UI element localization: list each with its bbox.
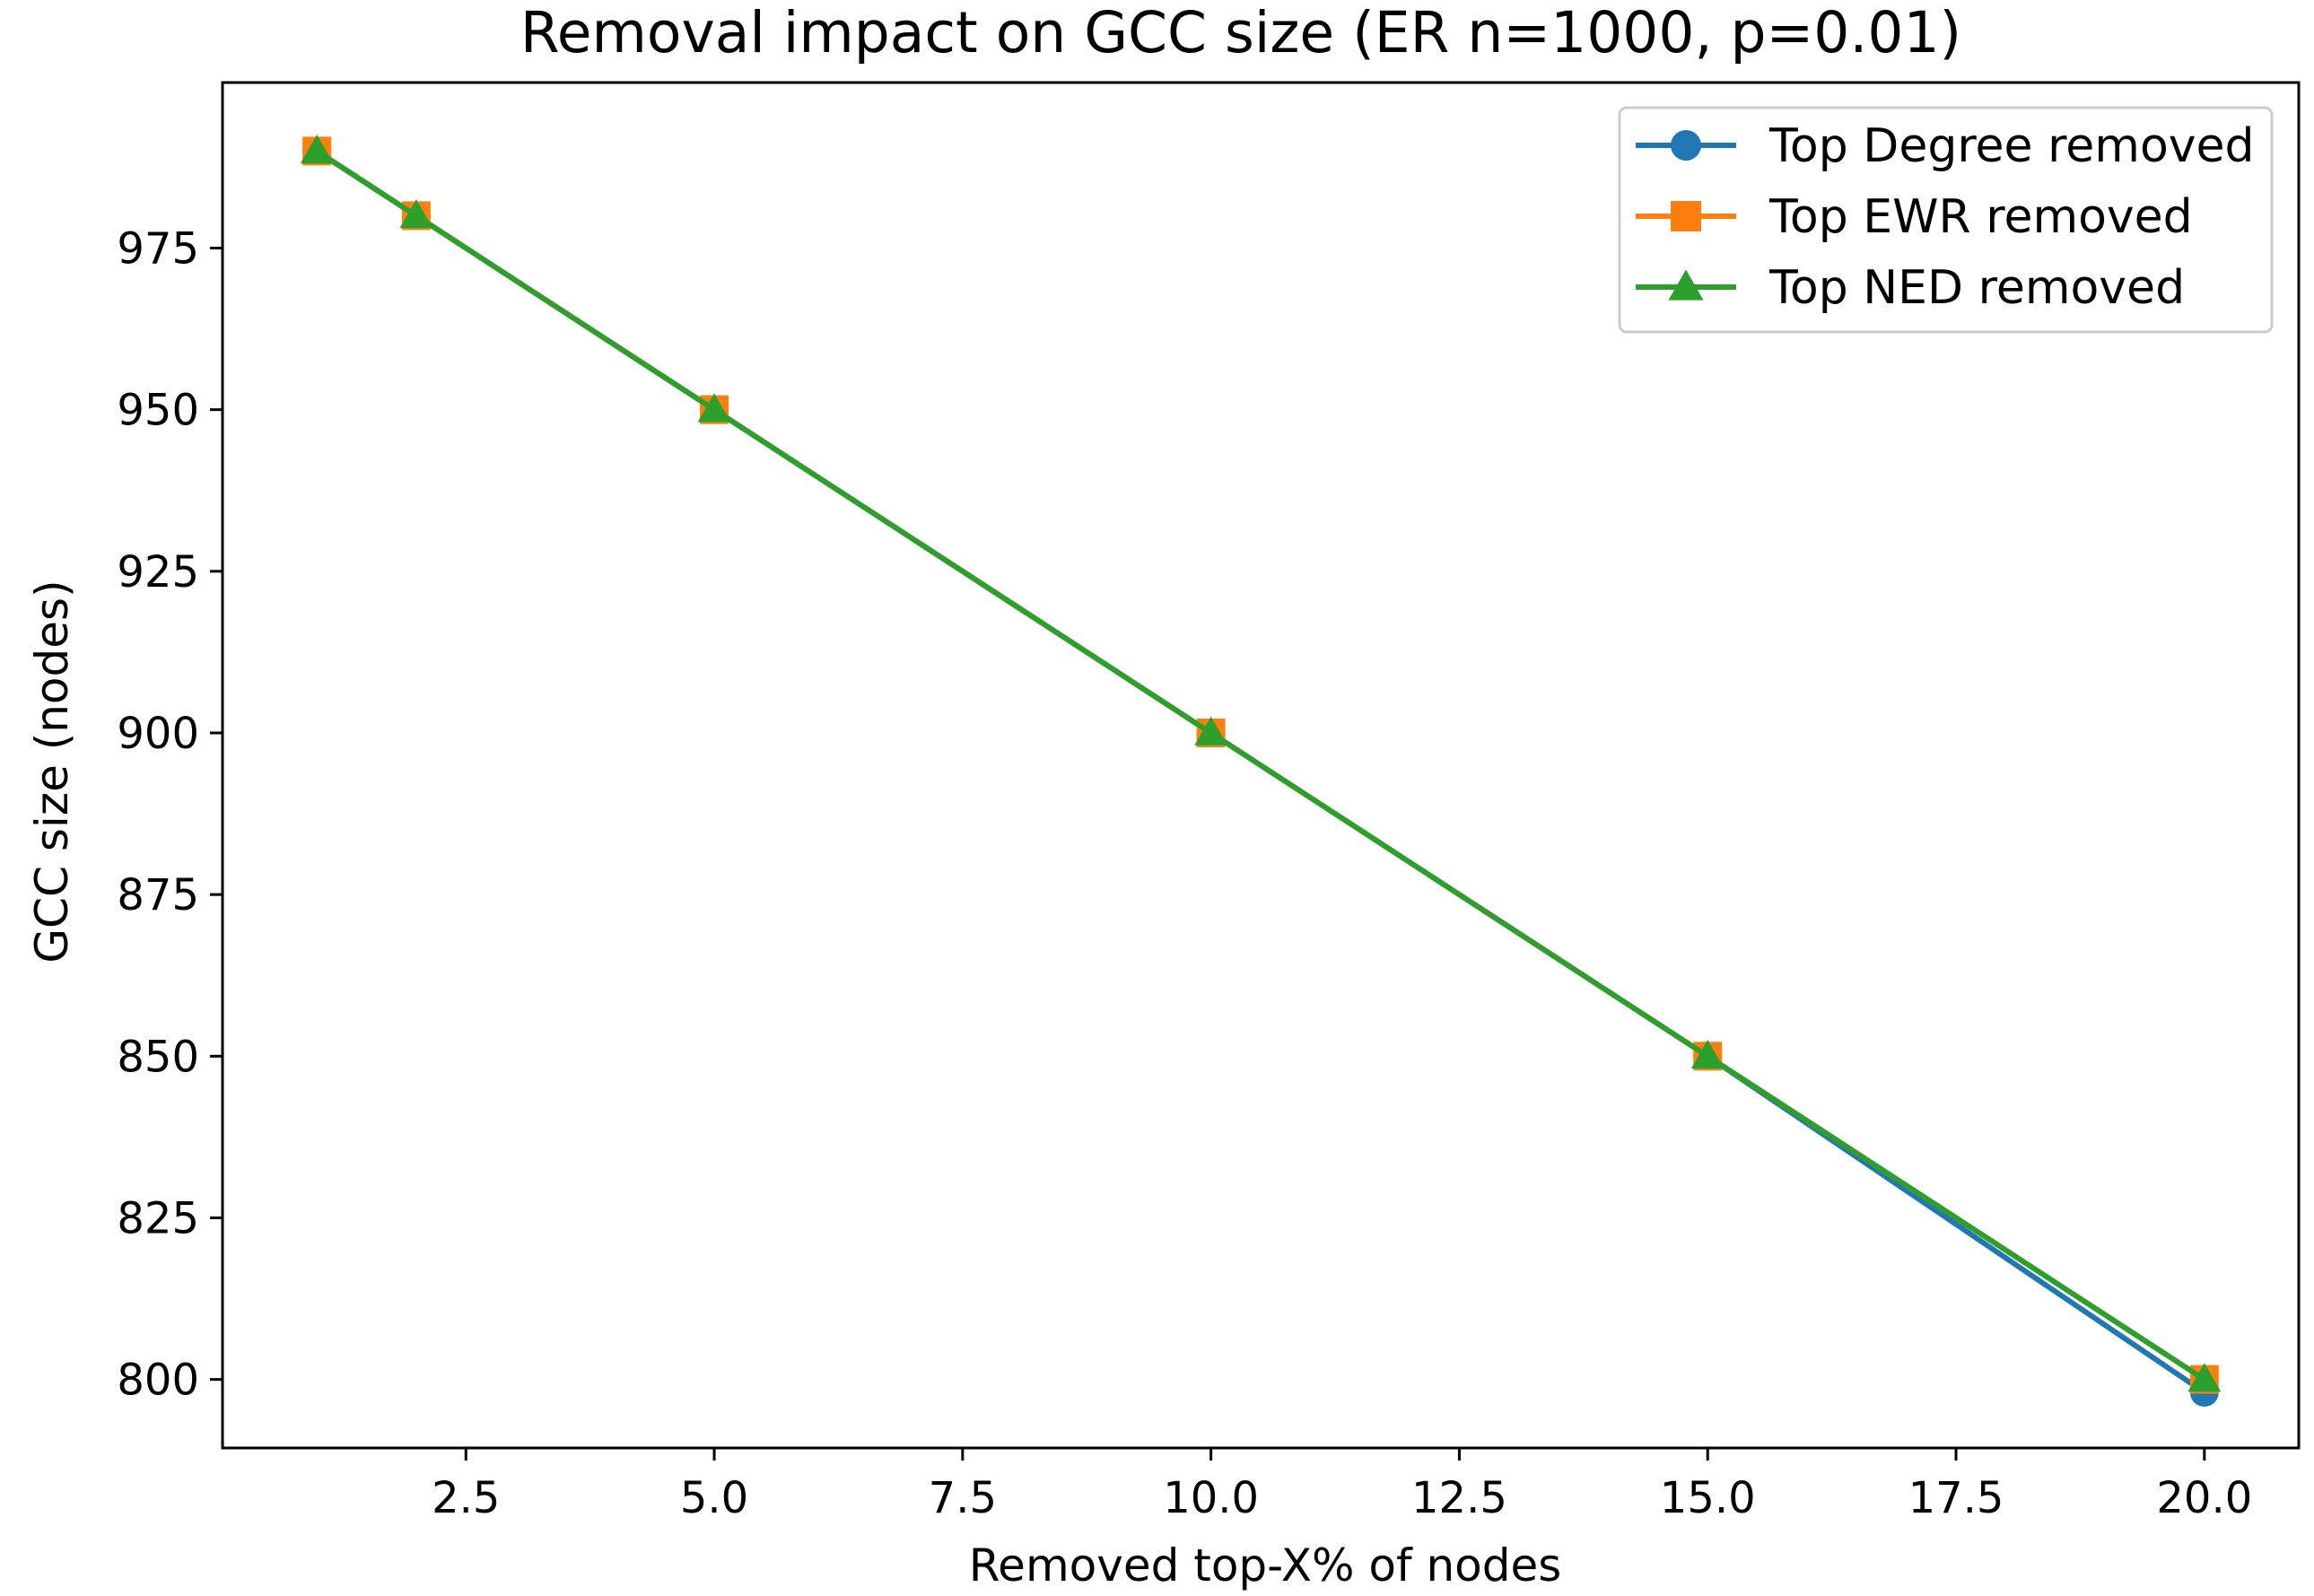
x-tick-label: 12.5 [1411,1473,1507,1523]
x-axis: 2.5 5.0 7.5 10.0 12.5 15.0 17.5 20.0 [432,1448,2252,1523]
x-tick-label: 10.0 [1163,1473,1259,1523]
y-tick-label: 975 [117,223,199,274]
x-tick-label: 5.0 [680,1473,748,1523]
data-point [1690,1039,1725,1069]
x-tick-label: 7.5 [929,1473,997,1523]
legend-box [1618,106,2274,334]
y-tick-label: 950 [117,386,199,436]
chart-title: Removal impact on GCC size (ER n=1000, p… [520,0,1961,65]
y-tick-label: 900 [117,709,199,759]
data-point [2187,1363,2222,1392]
legend-label: Top NED removed [1768,261,2185,315]
legend: Top Degree removed Top EWR removed Top NED… [1618,106,2274,334]
plot-frame [221,81,2301,1450]
legend-item: Top EWR removed [1636,190,2193,244]
x-tick-label: 15.0 [1660,1473,1756,1523]
data-point [697,393,731,423]
legend-marker [1671,130,1701,161]
y-tick-label: 875 [117,870,199,920]
y-tick-label: 925 [117,547,199,597]
x-tick-label: 2.5 [432,1473,500,1523]
data-point [399,199,433,229]
data-point [300,134,334,164]
x-tick-label: 17.5 [1908,1473,2004,1523]
y-tick-label: 850 [117,1032,199,1082]
y-axis-label: GCC size (nodes) [26,580,78,963]
legend-item: Top Degree removed [1636,119,2255,173]
legend-label: Top EWR removed [1768,190,2193,244]
legend-marker [1668,269,1704,301]
y-axis: 800 825 850 875 900 925 950 975 [117,223,223,1406]
x-axis-label: Removed top-X% of nodes [969,1539,1562,1592]
y-tick-label: 800 [117,1356,199,1406]
x-tick-label: 20.0 [2156,1473,2252,1523]
series-top-ned-removed [300,134,2222,1392]
legend-marker [1671,201,1701,231]
legend-label: Top Degree removed [1768,119,2255,173]
series-line [315,148,2206,1382]
plot-area [300,134,2222,1408]
y-tick-label: 825 [117,1193,199,1243]
data-point [1194,716,1228,746]
legend-item: Top NED removed [1636,261,2185,315]
